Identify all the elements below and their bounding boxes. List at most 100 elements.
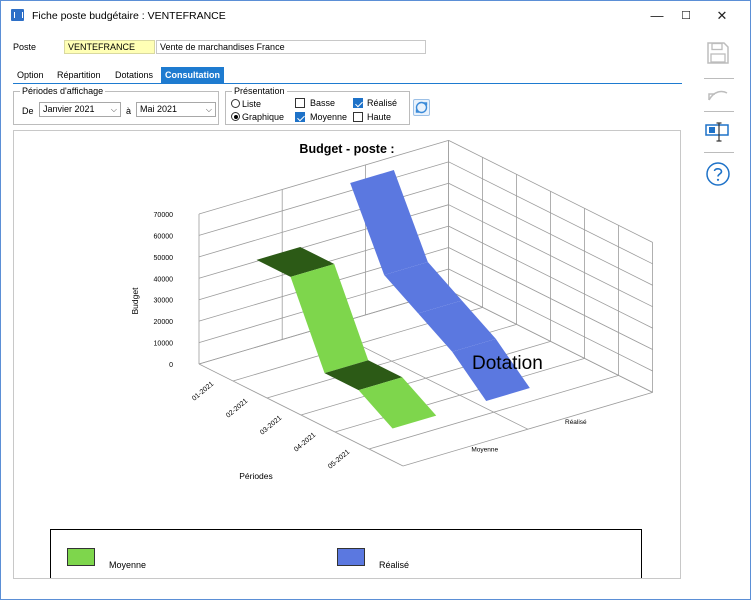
back-wall-gridline	[448, 247, 653, 350]
graphique-radio[interactable]	[231, 112, 240, 121]
liste-radio[interactable]	[231, 99, 240, 108]
presentation-title: Présentation	[232, 86, 287, 96]
title-bar: Fiche poste budgétaire : VENTEFRANCE — ☐…	[1, 1, 750, 31]
x-axis-title: Périodes	[239, 471, 273, 481]
haute-label: Haute	[367, 112, 392, 122]
chevron-down-icon: ⌵	[110, 105, 117, 114]
view-button[interactable]	[704, 120, 732, 144]
series-ribbon-realise	[384, 262, 462, 314]
back-wall-gridline	[448, 225, 653, 329]
period-start-select[interactable]: Janvier 2021 ⌵	[39, 102, 121, 117]
y-axis-title: Budget	[130, 287, 140, 315]
liste-label: Liste	[242, 99, 262, 109]
undo-icon	[708, 90, 728, 101]
y-tick-label: 50000	[154, 255, 174, 262]
series-ribbon-moyenne	[290, 263, 369, 374]
poste-label: Poste	[13, 42, 37, 52]
series-ribbon-moyenne	[324, 360, 403, 391]
realise-checkbox[interactable]	[353, 98, 363, 108]
period-end-select[interactable]: Mai 2021 ⌵	[136, 102, 216, 117]
x-tick-label: 01-2021	[191, 381, 215, 403]
y-tick-label: 30000	[154, 298, 174, 305]
tab-repartition[interactable]: Répartition	[57, 70, 101, 80]
toolbar-separator	[704, 111, 734, 112]
tab-dotations[interactable]: Dotations	[115, 70, 154, 80]
left-wall-gridline	[198, 161, 449, 236]
floor-gridline	[448, 290, 653, 393]
window-title: Fiche poste budgétaire : VENTEFRANCE	[32, 10, 226, 22]
y-tick-label: 40000	[154, 276, 174, 283]
toolbar-separator	[704, 152, 734, 153]
moyenne-label: Moyenne	[310, 112, 348, 122]
x-tick-label: 04-2021	[293, 432, 317, 454]
chevron-down-icon: ⌵	[205, 105, 212, 114]
poste-code-field[interactable]: VENTEFRANCE	[64, 40, 155, 54]
tab-consultation[interactable]: Consultation	[161, 67, 224, 83]
close-button[interactable]: ✕	[716, 8, 728, 23]
series-ribbon-moyenne	[256, 246, 335, 277]
dotation-label: Dotation	[472, 353, 543, 374]
poste-libelle-field[interactable]: Vente de marchandises France	[156, 40, 426, 54]
depth-label: Moyenne	[471, 447, 498, 454]
tab-underline	[13, 83, 682, 84]
floor-gridline	[198, 363, 404, 467]
back-wall-gridline	[448, 268, 653, 372]
legend-swatch-moyenne	[67, 548, 95, 566]
screen-icon	[705, 122, 729, 142]
realise-label: Réalisé	[367, 98, 398, 108]
toolbar-separator	[704, 78, 734, 79]
app-icon	[11, 9, 24, 21]
legend-label-moyenne: Moyenne	[109, 560, 147, 570]
y-tick-label: 10000	[154, 341, 174, 348]
basse-label: Basse	[310, 98, 336, 108]
refresh-icon	[415, 101, 428, 114]
left-wall-gridline	[198, 140, 449, 215]
chart-title: Budget - poste :	[299, 142, 395, 156]
chart-legend: Moyenne Réalisé	[50, 529, 642, 578]
basse-checkbox[interactable]	[295, 98, 305, 108]
save-icon	[707, 42, 729, 64]
refresh-button[interactable]	[413, 99, 430, 116]
series-ribbon-realise	[350, 170, 428, 275]
undo-button[interactable]	[706, 83, 730, 107]
periodes-title: Périodes d'affichage	[20, 86, 106, 96]
graphique-label: Graphique	[242, 112, 285, 122]
minimize-button[interactable]: —	[650, 8, 664, 23]
y-tick-label: 60000	[154, 233, 174, 240]
periodes-group: Périodes d'affichage De Janvier 2021 ⌵ à…	[13, 86, 219, 125]
a-label: à	[126, 106, 132, 116]
haute-checkbox[interactable]	[353, 112, 363, 122]
chart-area: Budget - poste : 0 10000 20000 30000 40000 50…	[13, 130, 681, 579]
tab-option[interactable]: Option	[17, 70, 44, 80]
maximize-button[interactable]: ☐	[681, 10, 691, 22]
moyenne-checkbox[interactable]	[295, 112, 305, 122]
back-wall-gridline	[448, 161, 653, 265]
series-ribbon-realise	[452, 338, 530, 401]
chart-3d: 0 10000 20000 30000 40000 50000 60000 70000 01-2…	[130, 140, 653, 481]
help-button[interactable]	[705, 161, 731, 187]
left-wall-gridline	[198, 182, 449, 258]
x-tick-label: 02-2021	[225, 398, 249, 420]
presentation-group: Présentation Liste Graphique Basse Moyen…	[225, 86, 410, 125]
depth-label: Réalisé	[565, 419, 587, 426]
de-label: De	[22, 106, 34, 116]
side-toolbar	[696, 31, 750, 591]
legend-swatch-realise	[337, 548, 365, 566]
x-tick-label: 05-2021	[327, 449, 351, 471]
save-button[interactable]	[706, 41, 730, 65]
y-tick-label: 70000	[154, 212, 174, 219]
back-wall-gridline	[448, 204, 653, 308]
back-wall-gridline	[448, 140, 653, 243]
series-ribbon-moyenne	[358, 377, 437, 429]
help-icon	[706, 162, 730, 186]
y-tick-label: 0	[169, 362, 173, 369]
x-tick-label: 03-2021	[259, 415, 283, 437]
series-ribbon-realise	[418, 300, 496, 352]
period-start-value: Janvier 2021	[43, 104, 95, 114]
period-end-value: Mai 2021	[140, 104, 178, 114]
legend-label-realise: Réalisé	[379, 560, 410, 570]
poste-row: Poste VENTEFRANCE Vente de marchandises …	[13, 40, 433, 54]
y-tick-label: 20000	[154, 319, 174, 326]
back-wall-gridline	[448, 182, 653, 286]
